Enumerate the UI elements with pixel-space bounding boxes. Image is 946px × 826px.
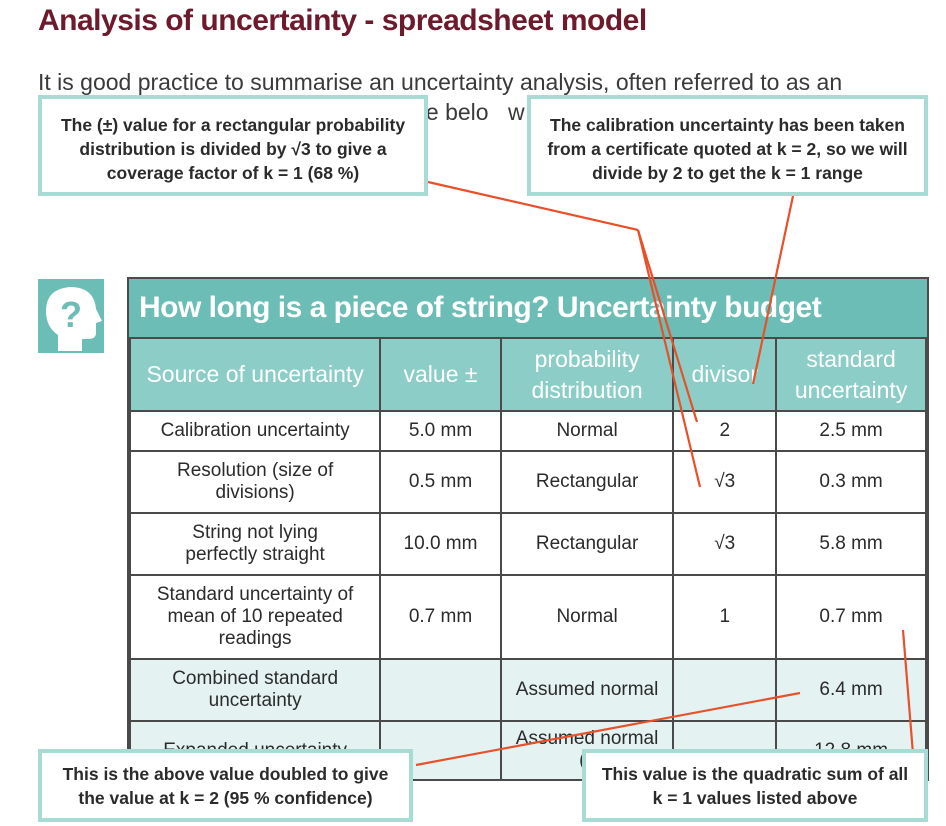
cell [672,658,778,722]
intro-paragraph: It is good practice to summarise an unce… [38,66,938,125]
callout-doubled: This is the above value doubled to give … [38,749,413,822]
header-value: value ± [379,337,502,412]
uncertainty-budget-table: How long is a piece of string? Uncertain… [127,277,929,781]
cell: Standard uncertainty of mean of 10 repea… [129,574,382,660]
cell: Combined standard uncertainty [129,658,382,722]
pointer-line-quadratic [901,629,915,755]
cell: Resolution (size of divisions) [129,450,382,514]
cell: 5.0 mm [379,410,502,452]
header-source: Source of uncertainty [129,337,382,412]
cell: Rectangular [499,512,675,576]
table-row: Standard uncertainty of mean of 10 repea… [129,574,927,660]
table-row: Calibration uncertainty 5.0 mm Normal 2 … [129,410,927,452]
callout-calibration: The calibration uncertainty has been tak… [527,95,928,196]
header-divisor: divisor [672,337,778,412]
cell: 0.5 mm [379,450,502,514]
table-row: Resolution (size of divisions) 0.5 mm Re… [129,450,927,514]
cell [379,658,502,722]
cell: √3 [672,450,778,514]
cell: Calibration uncertainty [129,410,382,452]
pointer-line-calibration [751,195,795,385]
pointer-line-rectangular [427,180,639,232]
pointer-line-rectangular-to-root3 [636,229,702,488]
page-title: Analysis of uncertainty - spreadsheet mo… [38,4,647,37]
cell: √3 [672,512,778,576]
pointer-line-rectangular-to-2 [636,229,699,423]
cell: Rectangular [499,450,675,514]
cell: 5.8 mm [775,512,927,576]
cell: Normal [499,410,675,452]
cell: 0.3 mm [775,450,927,514]
cell: Assumed normal [499,658,675,722]
question-head-icon: ? [38,279,104,353]
cell: 6.4 mm [775,658,927,722]
callout-rectangular: The (±) value for a rectangular probabil… [38,95,428,196]
table-title: How long is a piece of string? Uncertain… [129,279,927,337]
header-row: Source of uncertainty value ± probabilit… [129,337,927,412]
header-distribution: probability distribution [499,337,675,412]
cell: 1 [672,574,778,660]
intro-line-2-fragment-b: w [508,99,525,125]
header-standard-uncertainty: standard uncertainty [775,337,927,412]
table-row: String not lying perfectly straight 10.0… [129,512,927,576]
cell: 10.0 mm [379,512,502,576]
table-row: Combined standard uncertainty Assumed no… [129,658,927,722]
svg-text:?: ? [60,294,82,335]
intro-line-1: It is good practice to summarise an unce… [38,69,843,95]
callout-quadratic: This value is the quadratic sum of all k… [582,749,928,822]
cell: 2.5 mm [775,410,927,452]
cell: 0.7 mm [775,574,927,660]
pointer-line-doubled [415,691,801,767]
cell: 0.7 mm [379,574,502,660]
budget-grid: Source of uncertainty value ± probabilit… [129,337,927,779]
cell: String not lying perfectly straight [129,512,382,576]
cell: Normal [499,574,675,660]
